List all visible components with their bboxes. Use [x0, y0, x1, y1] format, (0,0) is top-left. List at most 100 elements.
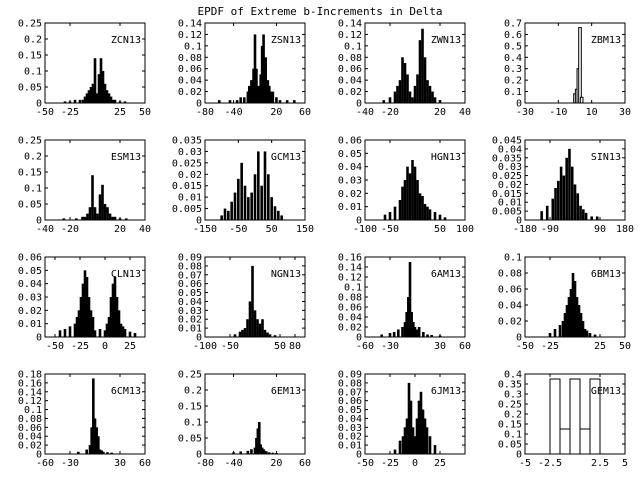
- histogram-bar: [119, 323, 123, 337]
- panel-6bm13: 0 0.02 0.04 0.06 0.08 0.1 -50 -25 25 50 6BM13: [498, 253, 631, 353]
- y-tick-label: 0.15: [18, 51, 42, 62]
- histogram-bar: [553, 329, 557, 337]
- x-tick-label: -30: [516, 107, 534, 118]
- x-tick-label: -50: [381, 224, 399, 235]
- y-tick-label: 0.04: [18, 279, 42, 290]
- y-tick-label: 0.045: [492, 136, 522, 147]
- histogram-bar: [81, 216, 84, 220]
- x-tick-label: -50: [36, 107, 54, 118]
- histogram-bar: [421, 28, 424, 103]
- histogram-bar: [257, 422, 261, 454]
- histogram-bar: [567, 297, 571, 337]
- x-tick-label: 25: [594, 341, 606, 352]
- histogram-bar: [253, 310, 257, 337]
- panel-zsn13: 00.020.040.060.080.10.120.14 -80 -40 20 60 ZS…: [178, 19, 311, 119]
- histogram-bar: [109, 297, 113, 337]
- histogram-bar: [217, 100, 221, 103]
- y-tick-label: 0.06: [338, 303, 362, 314]
- x-tick-label: -40: [356, 107, 374, 118]
- histogram-bar: [262, 34, 265, 103]
- y-tick-label: 0.12: [338, 30, 362, 41]
- histogram-bar: [63, 101, 67, 103]
- histogram-bar: [583, 329, 587, 337]
- y-tick-label: 0.02: [178, 170, 202, 181]
- histogram-bar: [423, 418, 427, 454]
- histogram-bar: [111, 216, 114, 220]
- figure-title: EPDF of Extreme b-Increments in Delta: [197, 5, 442, 18]
- y-tick-label: 0.06: [178, 64, 202, 75]
- histogram-bar: [401, 186, 404, 220]
- y-tick-label: 0.1: [504, 430, 522, 441]
- histogram-bar: [559, 428, 571, 455]
- histogram-bar: [278, 100, 282, 103]
- histogram-bar: [95, 427, 98, 454]
- histogram-bar: [250, 192, 253, 220]
- y-tick-label: 0.04: [498, 144, 522, 155]
- x-tick-label: -25: [71, 341, 89, 352]
- y-tick-label: 0.07: [178, 270, 202, 281]
- y-tick-label: 0.02: [18, 306, 42, 317]
- histogram-bar: [412, 322, 415, 337]
- histogram-bar: [110, 452, 113, 454]
- histogram-bar: [230, 201, 233, 220]
- x-tick-label: -5: [519, 458, 531, 469]
- histogram-bar: [418, 193, 422, 220]
- x-tick-label: -20: [61, 224, 79, 235]
- y-tick-label: 0.2: [504, 410, 522, 421]
- y-tick-label: 0: [356, 99, 362, 110]
- histogram-bar: [540, 211, 543, 220]
- y-tick-label: 0.03: [18, 293, 42, 304]
- y-tick-label: 0.05: [338, 405, 362, 416]
- histogram-bar: [103, 330, 107, 337]
- y-tick-label: 0.1: [344, 41, 362, 52]
- y-tick-label: 0.04: [338, 162, 362, 173]
- histogram-bar: [124, 218, 128, 220]
- histogram-bar: [97, 74, 101, 103]
- y-tick-label: 0: [196, 450, 202, 461]
- histogram-bar: [428, 436, 432, 454]
- histogram-bar: [259, 74, 263, 103]
- histogram-bar: [280, 215, 283, 220]
- histogram-bar: [393, 449, 397, 454]
- y-tick-label: 0.35: [498, 380, 522, 391]
- x-tick-label: -25: [61, 107, 79, 118]
- histogram-bar: [243, 185, 247, 220]
- histogram-bar: [87, 297, 91, 337]
- x-tick-label: 80: [289, 341, 301, 352]
- histogram-bar: [261, 319, 264, 337]
- x-tick-label: -20: [381, 107, 399, 118]
- x-tick-label: -80: [196, 107, 214, 118]
- histogram-bar: [260, 447, 264, 454]
- x-tick-label: -30: [61, 458, 79, 469]
- histogram-bar: [106, 452, 109, 454]
- x-tick-label: 25: [434, 458, 446, 469]
- histogram-bar: [115, 297, 119, 337]
- histogram-bar: [403, 180, 407, 220]
- x-tick-label: 180: [616, 224, 634, 235]
- x-tick-label: 20: [434, 107, 446, 118]
- y-tick-label: 0.1: [184, 41, 202, 52]
- series-label: ZWN13: [431, 35, 461, 46]
- y-tick-label: 0.15: [178, 402, 202, 413]
- y-tick-label: 0.06: [178, 279, 202, 290]
- x-tick-label: -50: [46, 341, 64, 352]
- y-tick-label: 0.14: [18, 387, 42, 398]
- histogram-bar: [570, 166, 574, 220]
- histogram-bar: [398, 200, 402, 220]
- x-tick-label: 60: [299, 107, 311, 118]
- panel-6em13: 0 0.05 0.1 0.15 0.2 0.25 -80 -40 20 60 6EM13: [178, 370, 311, 470]
- x-tick-label: -80: [196, 458, 214, 469]
- x-tick-label: 30: [619, 107, 631, 118]
- histogram-bar: [92, 378, 95, 454]
- histogram-bar: [95, 93, 99, 103]
- histogram-bar: [239, 97, 243, 103]
- histogram-bar: [423, 204, 427, 220]
- histogram-bar: [413, 166, 417, 220]
- histogram-bar: [568, 148, 571, 220]
- y-tick-label: 0.01: [498, 198, 522, 209]
- histogram-bar: [581, 321, 585, 337]
- histogram-bar: [111, 283, 115, 337]
- histogram-bar: [252, 68, 255, 103]
- histogram-bar: [408, 262, 412, 337]
